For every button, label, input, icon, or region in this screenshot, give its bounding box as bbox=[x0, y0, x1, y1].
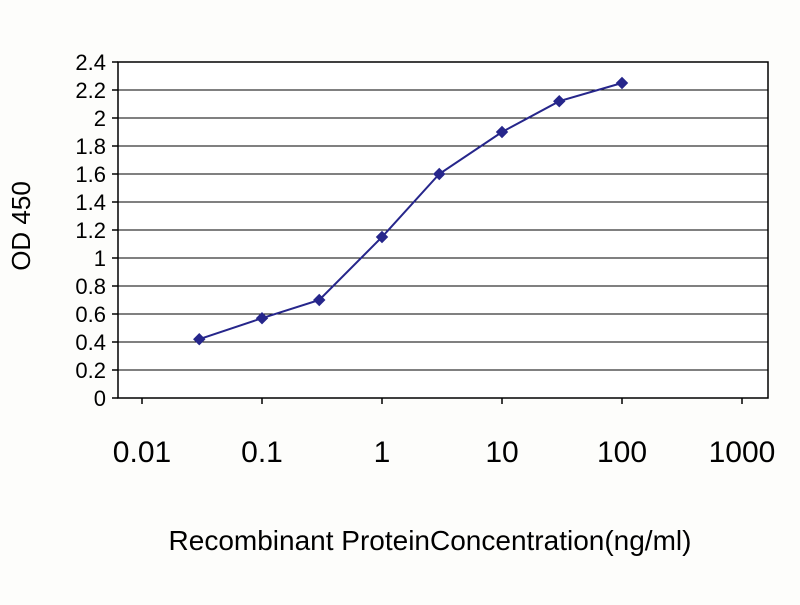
y-tick-label: 0.6 bbox=[75, 302, 106, 327]
series-line bbox=[198, 82, 623, 341]
x-tick-label: 0.01 bbox=[113, 436, 171, 469]
x-axis-ticks bbox=[141, 398, 743, 404]
y-tick-label: 2.4 bbox=[75, 50, 106, 75]
data-point-marker bbox=[193, 332, 206, 346]
x-tick-label: 1 bbox=[374, 436, 391, 469]
x-tick-label: 100 bbox=[597, 436, 647, 469]
gridlines bbox=[118, 61, 768, 399]
data-point-marker bbox=[313, 293, 326, 307]
data-series bbox=[193, 76, 629, 346]
y-tick-label: 0 bbox=[94, 386, 106, 411]
data-point-marker bbox=[553, 94, 566, 108]
x-tick-label: 10 bbox=[485, 436, 518, 469]
x-tick-label: 1000 bbox=[709, 436, 776, 469]
data-point-marker bbox=[255, 311, 269, 325]
data-point-marker bbox=[615, 76, 629, 90]
y-tick-label: 1 bbox=[94, 246, 106, 271]
x-axis-tick-labels: 0.01 0.1 1 10 100 1000 bbox=[113, 436, 776, 469]
y-tick-label: 1.4 bbox=[75, 190, 106, 215]
data-point-marker bbox=[495, 125, 509, 139]
data-point-marker bbox=[375, 230, 389, 244]
y-axis-ticks bbox=[112, 61, 118, 399]
data-point-marker bbox=[433, 167, 446, 181]
y-tick-label: 0.4 bbox=[75, 330, 106, 355]
y-tick-label: 0.2 bbox=[75, 358, 106, 383]
y-tick-label: 1.8 bbox=[75, 134, 106, 159]
x-axis-title: Recombinant ProteinConcentration(ng/ml) bbox=[169, 525, 692, 556]
y-axis-title: OD 450 bbox=[6, 181, 36, 271]
y-axis-tick-labels: 0 0.2 0.4 0.6 0.8 1 1.2 1.4 1.6 1.8 2 2.2 2.4 bbox=[75, 50, 106, 411]
x-tick-label: 0.1 bbox=[241, 436, 283, 469]
y-tick-label: 1.2 bbox=[75, 218, 106, 243]
y-tick-label: 1.6 bbox=[75, 162, 106, 187]
y-tick-label: 2.2 bbox=[75, 78, 106, 103]
y-tick-label: 0.8 bbox=[75, 274, 106, 299]
y-tick-label: 2 bbox=[94, 106, 106, 131]
